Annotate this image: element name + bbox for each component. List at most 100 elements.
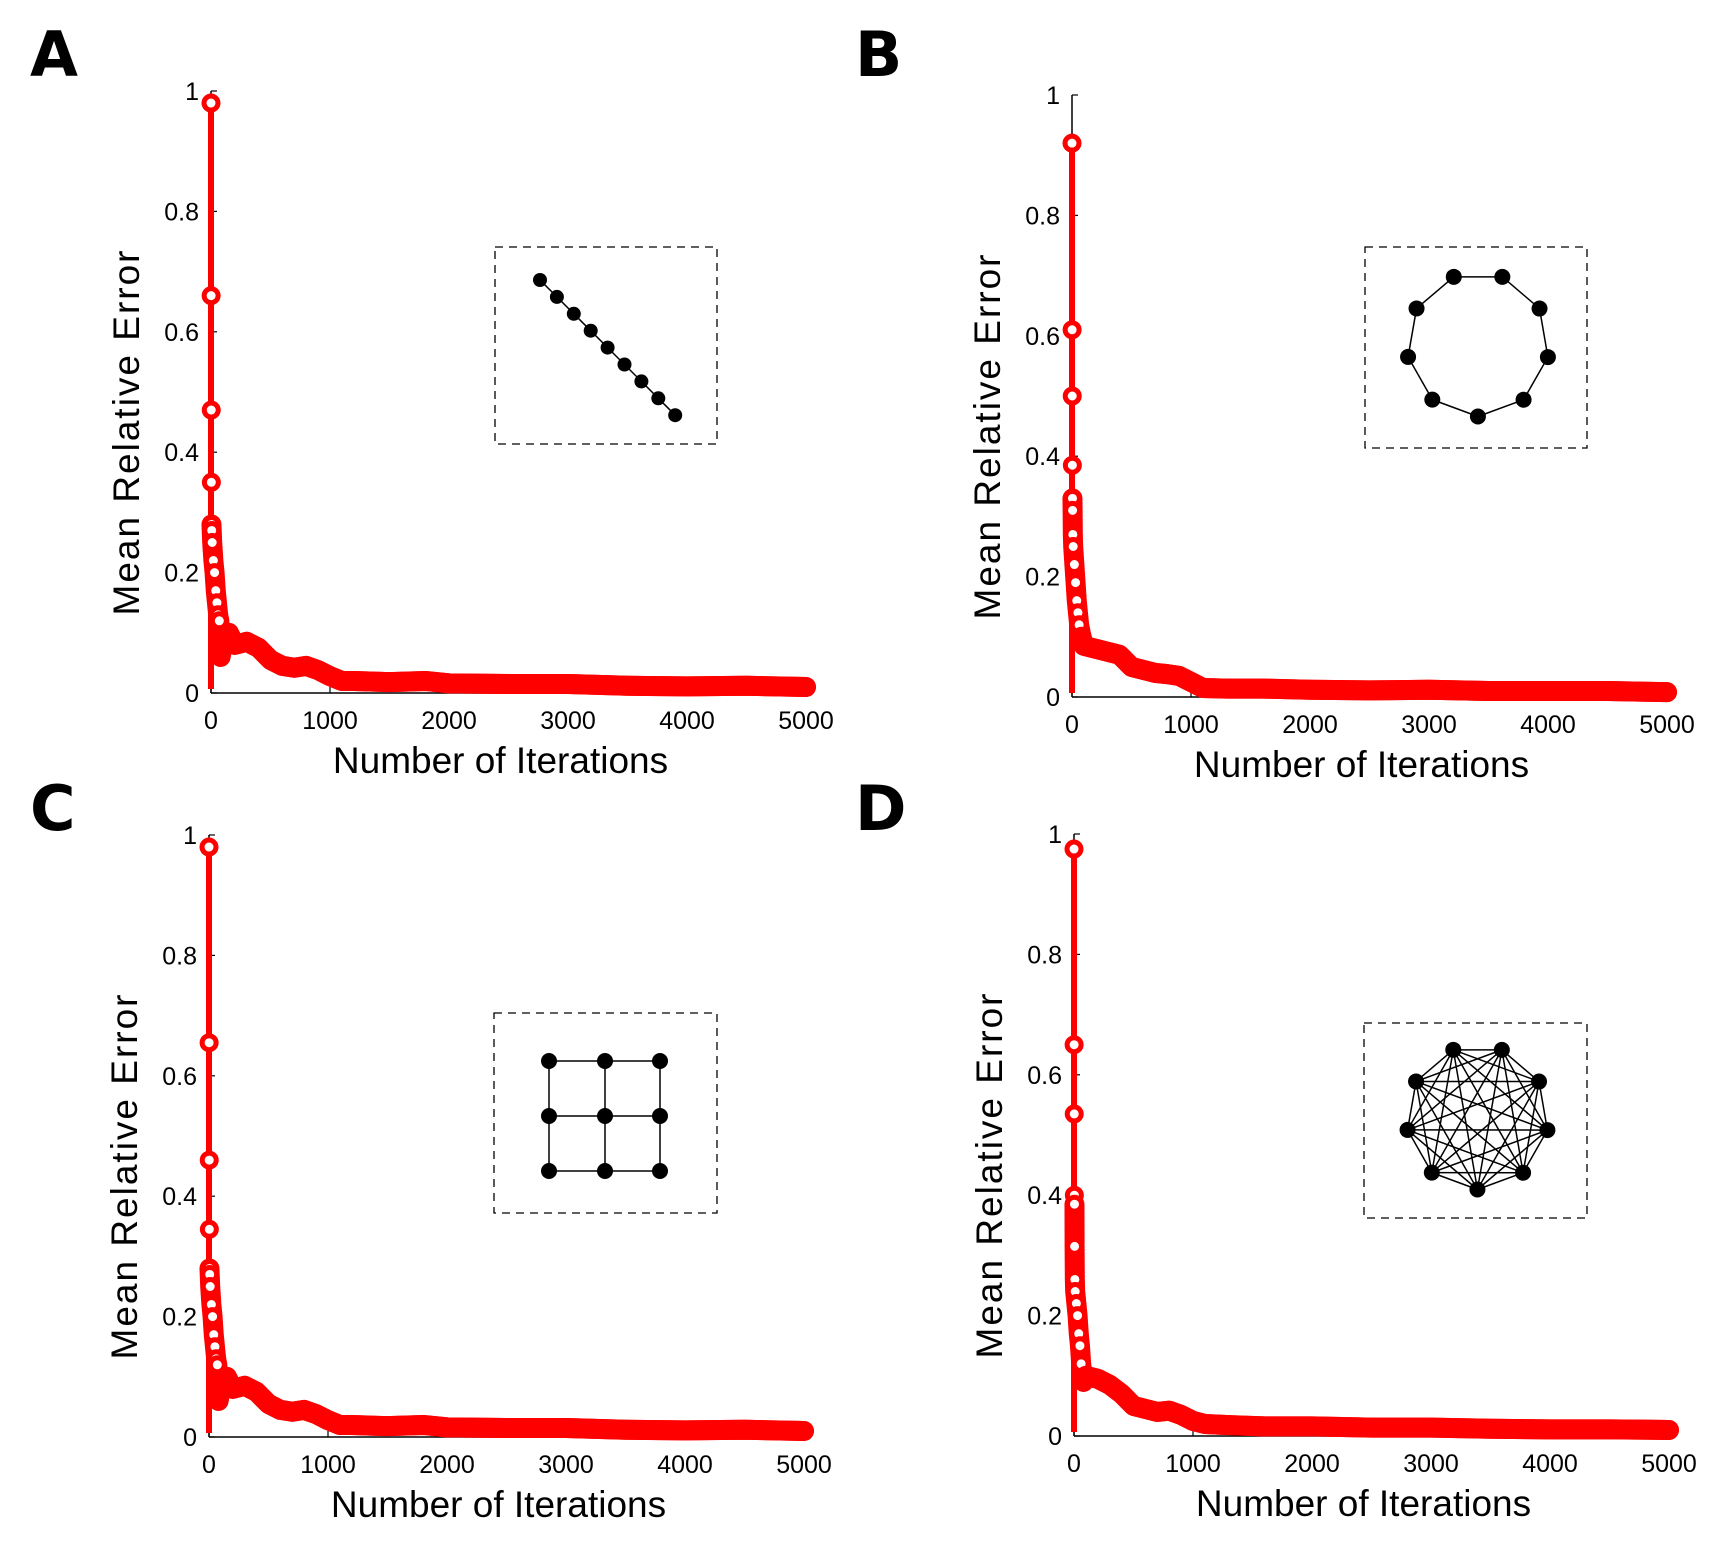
y-tick-label: 0	[185, 680, 199, 708]
x-tick-label: 5000	[776, 1451, 832, 1479]
x-tick-label: 0	[202, 1451, 216, 1479]
series-band	[208, 1366, 814, 1441]
network-edge	[1476, 1129, 1548, 1191]
y-tick-label: 0	[1046, 684, 1060, 712]
x-axis-label: Number of Iterations	[1196, 1483, 1531, 1524]
network-node	[652, 1163, 668, 1179]
y-tick-label: 1	[1048, 821, 1062, 849]
series-band	[210, 622, 816, 697]
network-node	[1408, 300, 1425, 317]
x-tick-label: 1000	[1165, 1450, 1221, 1478]
data-point	[1064, 1035, 1084, 1055]
y-tick-label: 0.8	[162, 942, 197, 970]
network-edge	[1453, 1049, 1540, 1083]
data-point	[1062, 320, 1082, 340]
network-inset	[493, 1012, 718, 1214]
network-edge	[1406, 1129, 1433, 1173]
data-point	[1064, 1194, 1084, 1214]
network-node	[652, 1108, 668, 1124]
network-edge	[1432, 398, 1479, 418]
x-tick-label: 1000	[300, 1451, 356, 1479]
network-node	[541, 1108, 557, 1124]
network-node	[634, 374, 649, 389]
x-tick-label: 0	[1067, 1450, 1081, 1478]
panel-a: A 0 1000 2000 3000 4000 5000 0 0.2 0.4 0.6 0.8 1 Numb…	[30, 18, 834, 781]
network-edge	[1407, 1129, 1478, 1191]
data-point	[199, 1150, 219, 1170]
x-tick-label: 2000	[419, 1451, 475, 1479]
network-edge	[1406, 1049, 1454, 1131]
network-edge	[1538, 1081, 1549, 1131]
data-point	[202, 533, 222, 552]
network-edge	[1407, 1080, 1540, 1131]
network-node	[597, 1053, 613, 1069]
network-edge	[1452, 1049, 1548, 1131]
network-node	[1400, 348, 1417, 365]
inset-frame	[493, 1012, 718, 1214]
data-point	[199, 1219, 219, 1239]
y-tick-label: 0.4	[162, 1183, 197, 1211]
series-line	[1064, 1194, 1679, 1440]
network-node	[597, 1108, 613, 1124]
network-edge	[1477, 398, 1524, 418]
panel-label: A	[30, 18, 78, 91]
network-node	[617, 357, 632, 372]
network-node	[1494, 268, 1511, 285]
network-edge	[1407, 1049, 1503, 1131]
x-tick-label: 4000	[1522, 1450, 1578, 1478]
network-node	[597, 1163, 613, 1179]
data-point	[1068, 1306, 1088, 1326]
data-point	[209, 611, 229, 631]
x-tick-label: 3000	[540, 707, 596, 735]
network-node	[1493, 1041, 1510, 1058]
network-node	[1424, 391, 1441, 408]
network-node	[1515, 391, 1532, 408]
network-edge	[1522, 1081, 1540, 1173]
network-node	[652, 1053, 668, 1069]
network-edge	[1415, 1081, 1433, 1173]
network-node	[583, 323, 598, 338]
x-tick-label: 5000	[778, 707, 834, 735]
y-tick-label: 0	[183, 1424, 197, 1452]
network-edge	[1476, 1049, 1503, 1190]
data-point	[201, 472, 221, 492]
data-point	[201, 400, 221, 420]
x-tick-label: 2000	[1284, 1450, 1340, 1478]
network-inset	[1363, 1022, 1588, 1219]
network-node	[1539, 1122, 1556, 1139]
data-point	[1062, 133, 1082, 153]
x-tick-label: 1000	[1163, 711, 1219, 739]
x-tick-label: 5000	[1641, 1450, 1697, 1478]
data-point	[205, 563, 225, 583]
data-point	[207, 1355, 227, 1375]
network-node	[1469, 408, 1486, 425]
network-node	[1445, 1041, 1462, 1058]
network-edge	[1452, 1049, 1479, 1190]
network-edge	[1476, 1081, 1540, 1190]
y-axis-label: Mean Relative Error	[967, 252, 1008, 619]
data-point	[200, 1277, 220, 1296]
network-node	[1469, 1181, 1486, 1198]
data-point	[203, 1307, 223, 1327]
network-edge	[1477, 1171, 1524, 1191]
network-node	[566, 306, 581, 321]
x-tick-label: 3000	[1403, 1450, 1459, 1478]
data-point	[1063, 537, 1083, 556]
network-node	[1408, 1073, 1425, 1090]
y-axis-label: Mean Relative Error	[969, 991, 1010, 1358]
y-tick-label: 0.6	[1025, 323, 1060, 351]
y-tick-label: 1	[183, 822, 197, 850]
data-point	[1064, 839, 1084, 859]
data-point	[201, 93, 221, 113]
x-axis-label: Number of Iterations	[331, 1484, 666, 1525]
series-band	[1071, 626, 1677, 703]
y-tick-label: 0.2	[162, 1304, 197, 1332]
network-inset	[1364, 246, 1588, 449]
network-node	[1531, 1073, 1548, 1090]
network-node	[600, 340, 615, 355]
y-tick-label: 0.4	[164, 439, 199, 467]
network-edge	[1501, 1049, 1540, 1083]
data-point	[1065, 1236, 1085, 1256]
y-tick-label: 0.6	[164, 319, 199, 347]
network-node	[1539, 349, 1556, 366]
